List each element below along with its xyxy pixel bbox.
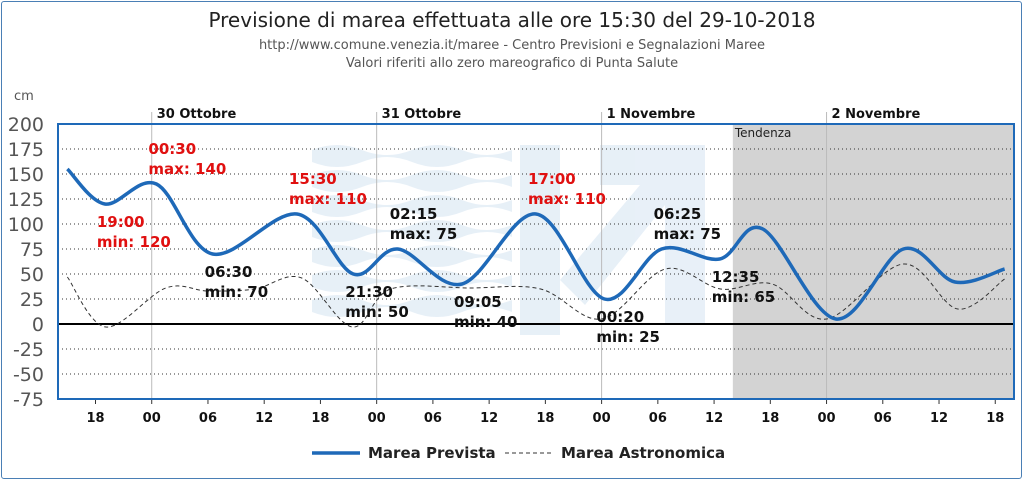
annotation-time: 12:35 (712, 268, 760, 286)
annotation-time: 09:05 (454, 293, 502, 311)
annotation-time: 00:30 (148, 140, 196, 158)
annotation-value: min: 65 (712, 288, 776, 306)
source-url: http://www.comune.venezia.it/maree - Cen… (258, 38, 766, 53)
day-label: 2 Novembre (832, 107, 921, 122)
annotation-value: max: 75 (654, 225, 722, 243)
x-tick-label: 06 (874, 411, 892, 426)
annotation-value: min: 25 (596, 328, 660, 346)
annotation-value: max: 140 (148, 160, 226, 178)
day-label: 1 Novembre (607, 107, 696, 122)
annotation-value: min: 50 (345, 303, 409, 321)
y-tick-label: 125 (8, 189, 44, 211)
x-tick-label: 18 (311, 411, 329, 426)
x-tick-label: 00 (368, 411, 386, 426)
day-label: 30 Ottobre (157, 107, 237, 122)
annotation-time: 21:30 (345, 283, 393, 301)
x-tick-label: 06 (199, 411, 217, 426)
series-line-marea-astronomica (66, 263, 1005, 328)
x-tick-label: 06 (424, 411, 442, 426)
legend-label-marea-astronomica: Marea Astronomica (561, 444, 725, 462)
x-tick-label: 18 (536, 411, 554, 426)
reference-note: Valori riferiti allo zero mareografico d… (345, 56, 679, 71)
x-tick-label: 18 (761, 411, 779, 426)
annotation-value: max: 75 (390, 225, 458, 243)
annotation-time: 06:25 (654, 205, 702, 223)
y-tick-label: 200 (8, 114, 44, 136)
annotation-value: min: 70 (205, 283, 269, 301)
y-tick-label: 175 (8, 139, 44, 161)
annotation-time: 17:00 (528, 170, 576, 188)
y-tick-label: -75 (13, 389, 44, 411)
x-tick-label: 12 (705, 411, 723, 426)
legend-label-marea-prevista: Marea Prevista (368, 444, 496, 462)
x-tick-label: 12 (480, 411, 498, 426)
y-tick-label: 25 (20, 289, 44, 311)
y-tick-label: -25 (13, 339, 44, 361)
annotation-value: max: 110 (289, 190, 367, 208)
annotation-time: 00:20 (596, 308, 644, 326)
annotation-value: max: 110 (528, 190, 606, 208)
annotation-time: 15:30 (289, 170, 337, 188)
annotation-time: 19:00 (97, 213, 145, 231)
tendency-label: Tendenza (734, 126, 792, 140)
y-tick-label: 75 (20, 239, 44, 261)
x-tick-label: 00 (818, 411, 836, 426)
y-tick-label: 150 (8, 164, 44, 186)
annotation-time: 02:15 (390, 205, 438, 223)
y-axis-unit: cm (14, 89, 34, 104)
series-line-marea-prevista (66, 167, 1006, 321)
x-tick-label: 18 (986, 411, 1004, 426)
y-tick-label: 100 (8, 214, 44, 236)
y-tick-label: 50 (20, 264, 44, 286)
x-tick-label: 12 (255, 411, 273, 426)
x-tick-label: 00 (593, 411, 611, 426)
plot-border (57, 123, 1015, 400)
annotation-time: 06:30 (205, 263, 253, 281)
annotation-value: min: 120 (97, 233, 171, 251)
x-tick-label: 06 (649, 411, 667, 426)
x-tick-label: 18 (86, 411, 104, 426)
x-tick-label: 12 (930, 411, 948, 426)
day-label: 31 Ottobre (382, 107, 462, 122)
chart-title: Previsione di marea effettuata alle ore … (208, 8, 816, 32)
y-tick-label: 0 (32, 314, 44, 336)
annotation-value: min: 40 (454, 313, 518, 331)
tendency-region (732, 124, 1014, 399)
x-tick-label: 00 (143, 411, 161, 426)
y-tick-label: -50 (13, 364, 44, 386)
